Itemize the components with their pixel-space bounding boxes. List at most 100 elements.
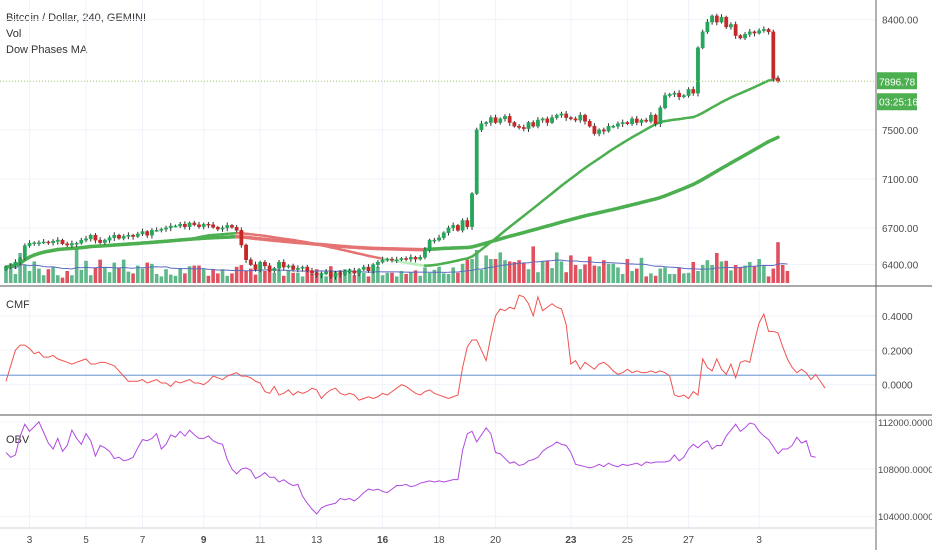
volume-bar [658, 268, 663, 283]
candle-body [253, 264, 258, 270]
volume-bar [559, 261, 564, 283]
volume-bar [536, 272, 540, 283]
volume-bar [512, 262, 517, 283]
volume-bar [159, 276, 164, 283]
volume-bar [724, 260, 729, 283]
cmf-tick-label: 0.4000 [882, 312, 913, 323]
candle-body [22, 245, 27, 259]
candle-body [771, 31, 776, 79]
volume-bar [776, 242, 780, 283]
volume-bar [376, 266, 380, 283]
candle-body [239, 230, 244, 246]
candle-body [131, 234, 135, 237]
volume-bar [183, 273, 187, 283]
volume-bar [531, 246, 536, 283]
countdown-tag-value: 03:25:16 [879, 97, 918, 108]
volume-bar [117, 267, 121, 283]
candle-body [620, 122, 625, 124]
volume-bar [540, 261, 545, 283]
candle-body [521, 127, 526, 129]
candle-body [724, 16, 729, 28]
volume-bar [140, 268, 145, 283]
price-tick-label: 7500.00 [882, 126, 919, 137]
volume-bar [498, 252, 503, 283]
volume-bar [150, 263, 154, 283]
volume-bar [634, 268, 639, 283]
volume-bar [733, 265, 738, 283]
candle-body [182, 223, 187, 227]
date-tick-label: 5 [83, 535, 89, 546]
candle-body [583, 114, 587, 122]
candle-body [658, 107, 663, 124]
volume-bar [489, 259, 493, 283]
obv-line [5, 421, 816, 515]
moving-averages [4, 77, 780, 269]
volume-bar [23, 265, 27, 283]
volume-bar [281, 275, 286, 283]
volume-bar [686, 272, 691, 283]
volume-bar [672, 274, 677, 283]
candle-body [220, 227, 225, 230]
candle-body [733, 24, 738, 36]
volume-bar [507, 261, 512, 283]
cmf-tick-label: 0.0000 [882, 381, 913, 392]
candle-body [649, 114, 653, 122]
candle-body [446, 227, 451, 234]
volume-bar [244, 271, 248, 283]
volume-bar [93, 268, 98, 283]
volume-bar [88, 275, 93, 283]
price-tick-label: 7100.00 [882, 175, 919, 186]
volume-bar [719, 261, 724, 283]
candle-body [319, 273, 324, 276]
candle-body [451, 225, 456, 229]
volume-bar [145, 262, 150, 283]
candle-body [300, 266, 305, 269]
candle-body [757, 30, 762, 34]
volume-bar [390, 272, 394, 283]
volume-bar [394, 276, 399, 283]
candle-body [738, 35, 743, 39]
volume-bar [347, 269, 352, 283]
candle-body [427, 239, 432, 251]
volume-bar [187, 266, 192, 283]
candle-body [686, 89, 691, 96]
candle-body [55, 239, 60, 242]
candle-body [145, 231, 150, 236]
volume-bar [8, 263, 13, 283]
volume-bar [201, 269, 206, 283]
volume-bar [644, 276, 648, 283]
volume-bar [427, 272, 432, 283]
volume-bar [74, 247, 79, 283]
candle-body [677, 92, 682, 98]
candle-body [761, 29, 766, 31]
candle-body [531, 122, 536, 127]
candle-body [639, 119, 644, 123]
volume-bar [277, 270, 281, 283]
price-tag-value: 7896.78 [879, 77, 916, 88]
candle-body [747, 31, 752, 35]
candle-body [27, 242, 32, 246]
candle-body [578, 114, 583, 121]
cmf-tick-label: 0.2000 [882, 346, 913, 357]
volume-bar [164, 269, 168, 283]
date-tick-label: 9 [201, 535, 207, 546]
candle-body [441, 232, 446, 238]
candle-body [418, 257, 423, 260]
candle-body [667, 94, 672, 96]
candle-body [79, 239, 84, 244]
candle-body [338, 272, 343, 275]
volume-bar [84, 260, 88, 283]
candle-body [4, 266, 8, 270]
volume-bar [51, 266, 55, 283]
candle-body [630, 118, 634, 124]
candle-body [404, 258, 409, 260]
volume-bar [460, 263, 465, 283]
candle-body [719, 16, 724, 23]
volume-bar [766, 276, 771, 283]
volume-bar [46, 269, 51, 283]
volume-ma-line [5, 259, 788, 273]
volume-bar [465, 259, 470, 283]
candle-body [32, 242, 37, 245]
volume-bar [399, 271, 404, 283]
